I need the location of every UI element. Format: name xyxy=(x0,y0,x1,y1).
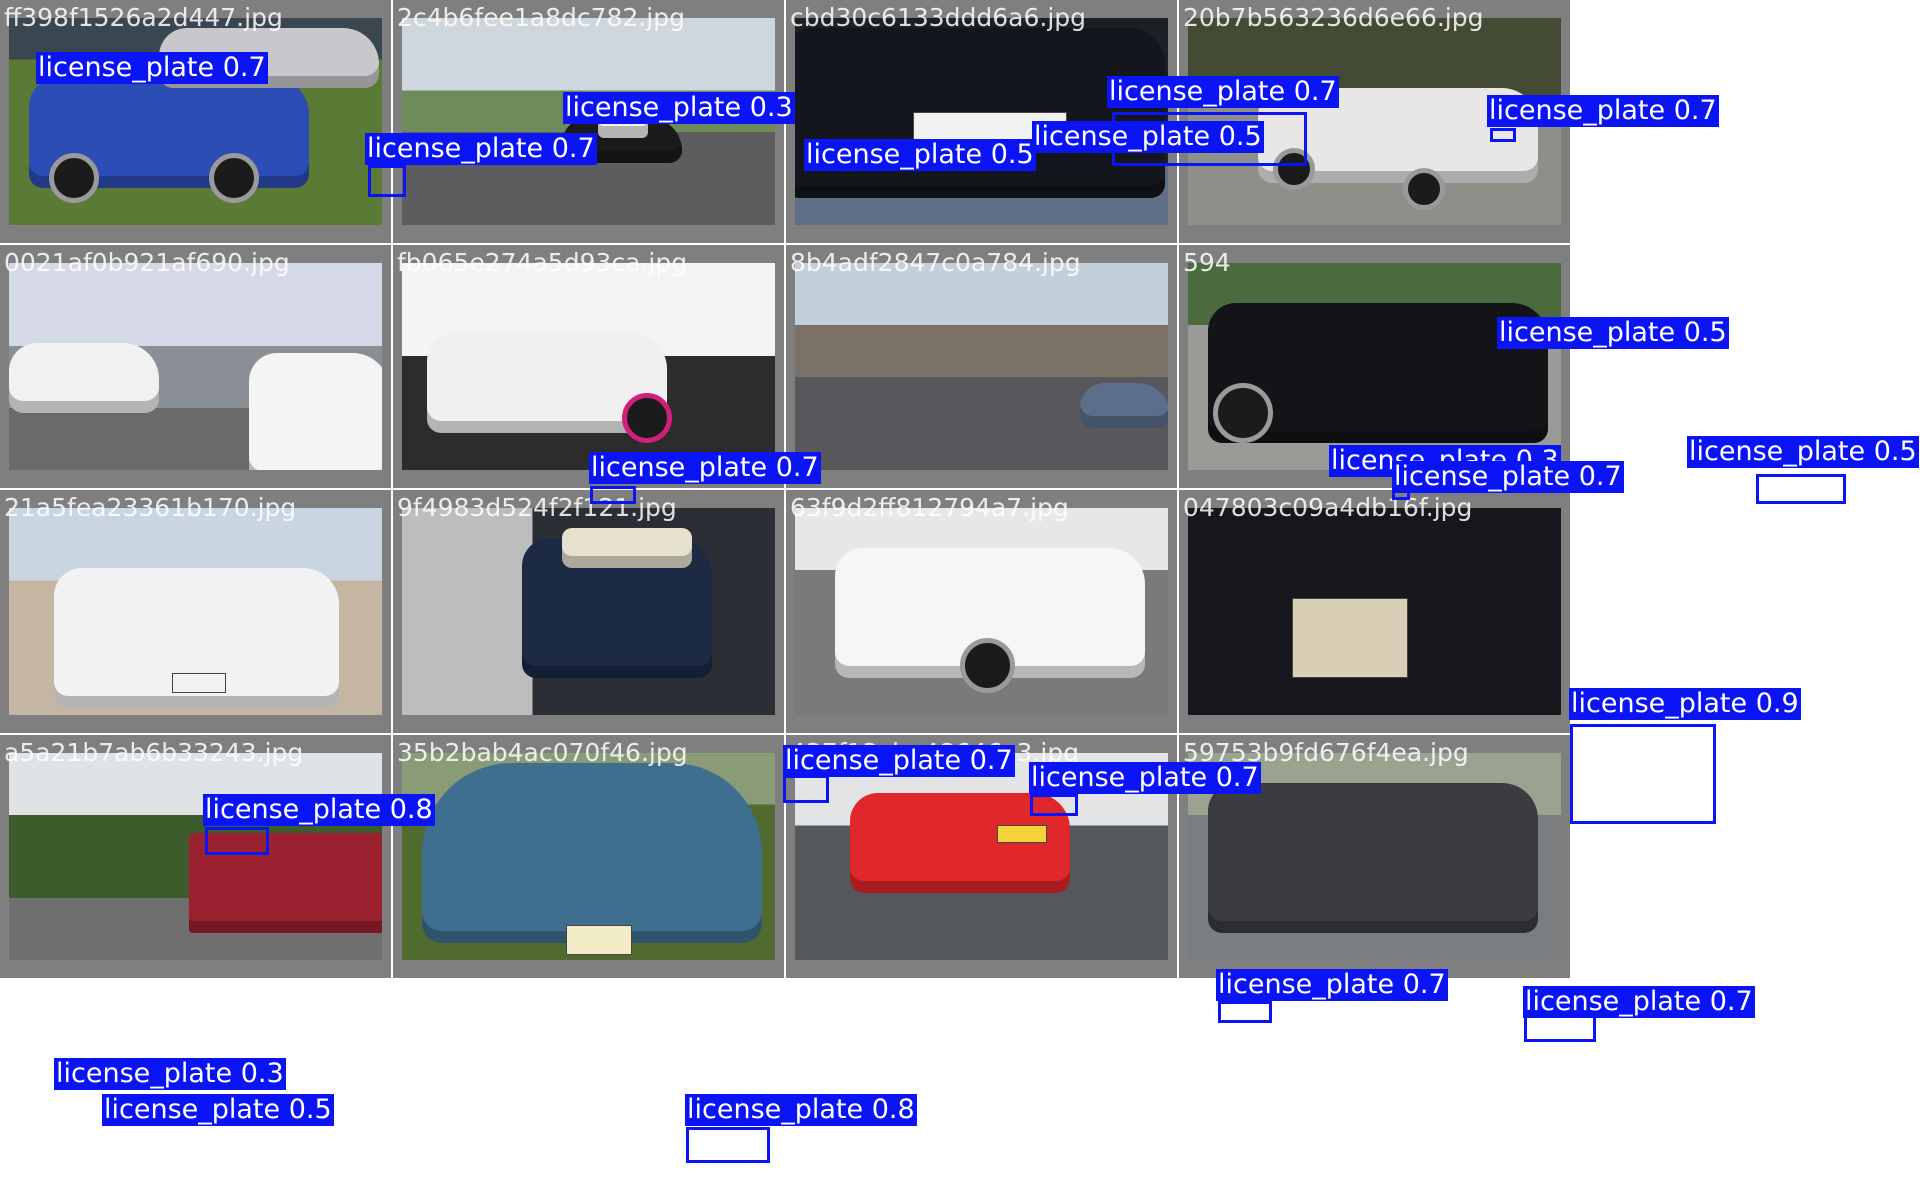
image-tile: 047803c09a4db16f.jpg xyxy=(1179,490,1570,733)
photo xyxy=(402,508,775,715)
photo xyxy=(9,508,382,715)
image-tile: 0021af0b921af690.jpg xyxy=(0,245,391,488)
detection-label: license_plate 0.5 xyxy=(804,139,1036,171)
detection-label: license_plate 0.9 xyxy=(1569,688,1801,720)
image-filename: 0021af0b921af690.jpg xyxy=(4,248,290,277)
photo xyxy=(1188,263,1561,470)
detection-label: license_plate 0.7 xyxy=(1392,461,1624,493)
detection-label: license_plate 0.7 xyxy=(1029,762,1261,794)
detection-label: license_plate 0.5 xyxy=(1687,436,1919,468)
photo xyxy=(402,753,775,960)
image-filename: 594 xyxy=(1183,248,1231,277)
image-filename: 20b7b563236d6e66.jpg xyxy=(1183,3,1484,32)
detection-box xyxy=(205,827,269,855)
detection-label: license_plate 0.5 xyxy=(102,1094,334,1126)
detection-label: license_plate 0.7 xyxy=(783,745,1015,777)
detection-box xyxy=(368,165,406,197)
image-tile: 63f9d2ff812794a7.jpg xyxy=(786,490,1177,733)
detection-label: license_plate 0.8 xyxy=(203,794,435,826)
detection-box xyxy=(1756,474,1846,504)
detection-label: license_plate 0.7 xyxy=(365,133,597,165)
image-tile: 21a5fea23361b170.jpg xyxy=(0,490,391,733)
image-filename: cbd30c6133ddd6a6.jpg xyxy=(790,3,1087,32)
photo xyxy=(402,263,775,470)
detection-box xyxy=(1218,1001,1272,1023)
image-filename: 047803c09a4db16f.jpg xyxy=(1183,493,1473,522)
image-tile: a5a21b7ab6b33243.jpg xyxy=(0,735,391,978)
detection-box xyxy=(1490,128,1516,142)
image-filename: 63f9d2ff812794a7.jpg xyxy=(790,493,1069,522)
photo xyxy=(9,753,382,960)
image-filename: ff398f1526a2d447.jpg xyxy=(4,3,283,32)
detection-box xyxy=(1570,724,1716,824)
detection-label: license_plate 0.8 xyxy=(685,1094,917,1126)
detection-label: license_plate 0.3 xyxy=(563,92,795,124)
image-filename: fb065e274a5d93ca.jpg xyxy=(397,248,688,277)
detection-label: license_plate 0.7 xyxy=(36,52,268,84)
image-filename: 21a5fea23361b170.jpg xyxy=(4,493,297,522)
image-tile: 35b2bab4ac070f46.jpg xyxy=(393,735,784,978)
photo xyxy=(795,263,1168,470)
image-tile: 9f4983d524f2f121.jpg xyxy=(393,490,784,733)
image-filename: 9f4983d524f2f121.jpg xyxy=(397,493,677,522)
detection-label: license_plate 0.7 xyxy=(1216,969,1448,1001)
image-filename: 2c4b6fee1a8dc782.jpg xyxy=(397,3,685,32)
photo xyxy=(9,18,382,225)
detection-label: license_plate 0.3 xyxy=(54,1058,286,1090)
image-tile: ff398f1526a2d447.jpg xyxy=(0,0,391,243)
image-tile: 8b4adf2847c0a784.jpg xyxy=(786,245,1177,488)
detection-label: license_plate 0.7 xyxy=(1487,95,1719,127)
photo xyxy=(9,263,382,470)
image-filename: 8b4adf2847c0a784.jpg xyxy=(790,248,1081,277)
detection-box xyxy=(590,486,636,504)
image-filename: 35b2bab4ac070f46.jpg xyxy=(397,738,688,767)
image-filename: a5a21b7ab6b33243.jpg xyxy=(4,738,304,767)
detection-label: license_plate 0.5 xyxy=(1497,317,1729,349)
detection-label: license_plate 0.7 xyxy=(1107,76,1339,108)
detection-box xyxy=(783,775,829,803)
detection-label: license_plate 0.7 xyxy=(1523,986,1755,1018)
detection-label: license_plate 0.5 xyxy=(1032,121,1264,153)
photo xyxy=(795,508,1168,715)
detection-box xyxy=(1030,794,1078,816)
image-tile: fb065e274a5d93ca.jpg xyxy=(393,245,784,488)
detection-box xyxy=(686,1127,770,1163)
detection-label: license_plate 0.7 xyxy=(589,452,821,484)
photo xyxy=(1188,508,1561,715)
